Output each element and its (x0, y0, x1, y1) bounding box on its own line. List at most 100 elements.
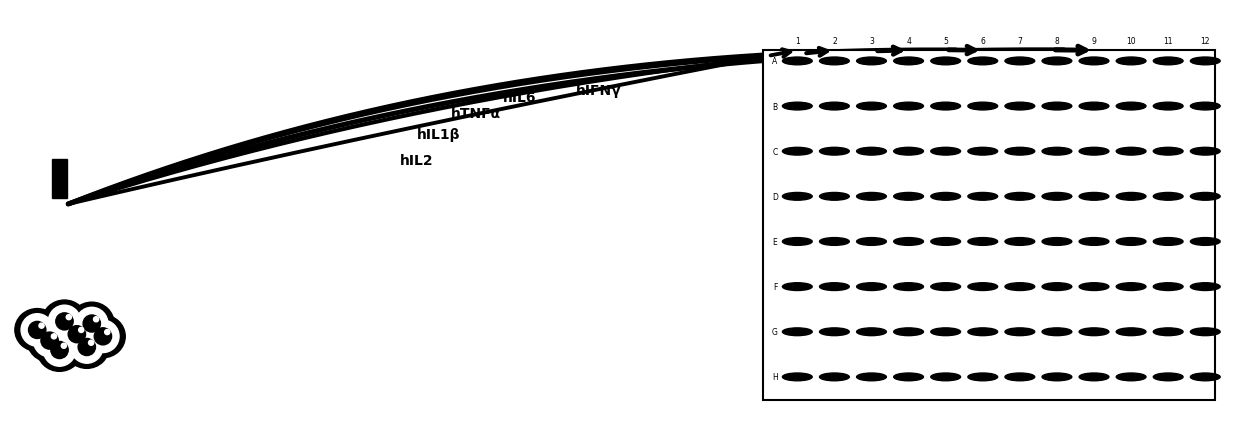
Ellipse shape (1190, 373, 1220, 381)
Text: F: F (773, 282, 777, 291)
Ellipse shape (968, 148, 998, 156)
Text: G: G (773, 328, 777, 337)
Ellipse shape (15, 309, 60, 351)
Ellipse shape (857, 148, 887, 156)
Ellipse shape (78, 339, 95, 356)
Ellipse shape (42, 300, 87, 343)
Ellipse shape (1042, 58, 1071, 66)
Ellipse shape (68, 326, 86, 343)
Ellipse shape (1004, 373, 1034, 381)
Text: 2: 2 (832, 37, 837, 46)
Ellipse shape (93, 317, 99, 322)
Text: hIFNγ: hIFNγ (577, 84, 621, 98)
Ellipse shape (1190, 103, 1220, 111)
Ellipse shape (1116, 373, 1146, 381)
Ellipse shape (51, 334, 57, 339)
Ellipse shape (857, 103, 887, 111)
Ellipse shape (1042, 328, 1071, 336)
Ellipse shape (1153, 103, 1183, 111)
Ellipse shape (38, 323, 45, 328)
Ellipse shape (61, 318, 93, 351)
Ellipse shape (1190, 238, 1220, 246)
Ellipse shape (78, 328, 84, 333)
Ellipse shape (820, 103, 849, 111)
Ellipse shape (41, 332, 58, 349)
Ellipse shape (894, 283, 924, 291)
Text: hIL2: hIL2 (401, 154, 434, 168)
Ellipse shape (27, 320, 72, 362)
Ellipse shape (1190, 58, 1220, 66)
Ellipse shape (1116, 58, 1146, 66)
Ellipse shape (1042, 373, 1071, 381)
Ellipse shape (820, 373, 849, 381)
Ellipse shape (94, 328, 112, 345)
Text: 12: 12 (1200, 37, 1210, 46)
Ellipse shape (1004, 193, 1034, 201)
Ellipse shape (857, 328, 887, 336)
Ellipse shape (1079, 103, 1109, 111)
Text: 11: 11 (1163, 37, 1173, 46)
Ellipse shape (66, 315, 72, 320)
Text: H: H (773, 372, 777, 382)
Text: C: C (773, 147, 777, 156)
Ellipse shape (894, 103, 924, 111)
Ellipse shape (61, 343, 67, 348)
Ellipse shape (1153, 193, 1183, 201)
Ellipse shape (69, 302, 114, 345)
Ellipse shape (894, 328, 924, 336)
Ellipse shape (1153, 148, 1183, 156)
Ellipse shape (782, 193, 812, 201)
Text: hTNFα: hTNFα (450, 107, 501, 121)
Ellipse shape (1190, 193, 1220, 201)
Text: B: B (773, 102, 777, 111)
Ellipse shape (1079, 373, 1109, 381)
Ellipse shape (1190, 148, 1220, 156)
Text: 8: 8 (1054, 37, 1059, 46)
Ellipse shape (1116, 148, 1146, 156)
Ellipse shape (1079, 283, 1109, 291)
Ellipse shape (857, 58, 887, 66)
Ellipse shape (782, 148, 812, 156)
Ellipse shape (1004, 58, 1034, 66)
Ellipse shape (71, 331, 103, 363)
Ellipse shape (782, 328, 812, 336)
Ellipse shape (88, 340, 94, 345)
Ellipse shape (1042, 193, 1071, 201)
Ellipse shape (43, 334, 76, 366)
Ellipse shape (104, 330, 110, 335)
Ellipse shape (894, 58, 924, 66)
Ellipse shape (1004, 238, 1034, 246)
Ellipse shape (76, 308, 108, 340)
Text: E: E (773, 237, 777, 246)
Ellipse shape (1042, 103, 1071, 111)
Ellipse shape (968, 238, 998, 246)
Ellipse shape (56, 313, 73, 330)
Text: 10: 10 (1126, 37, 1136, 46)
Text: 4: 4 (906, 37, 911, 46)
Ellipse shape (820, 58, 849, 66)
Text: 5: 5 (944, 37, 949, 46)
Text: A: A (773, 57, 777, 66)
Ellipse shape (21, 314, 53, 346)
Ellipse shape (931, 103, 961, 111)
Ellipse shape (931, 193, 961, 201)
Ellipse shape (1190, 283, 1220, 291)
Ellipse shape (931, 148, 961, 156)
Text: 6: 6 (981, 37, 986, 46)
Ellipse shape (894, 373, 924, 381)
Ellipse shape (968, 103, 998, 111)
Ellipse shape (857, 373, 887, 381)
Ellipse shape (81, 315, 125, 358)
Ellipse shape (1153, 58, 1183, 66)
Ellipse shape (1079, 238, 1109, 246)
Ellipse shape (1042, 238, 1071, 246)
Text: D: D (773, 193, 777, 201)
Ellipse shape (857, 193, 887, 201)
Ellipse shape (894, 148, 924, 156)
Ellipse shape (894, 238, 924, 246)
Ellipse shape (782, 283, 812, 291)
Ellipse shape (55, 313, 99, 356)
Ellipse shape (857, 283, 887, 291)
Bar (52, 160, 67, 198)
Ellipse shape (1042, 283, 1071, 291)
